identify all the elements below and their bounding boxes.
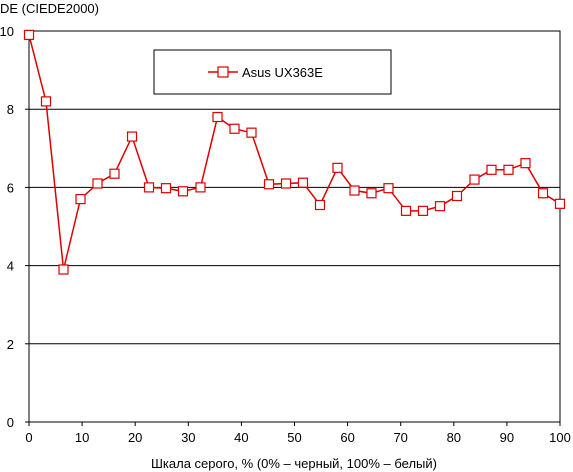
data-point-18 xyxy=(332,162,343,173)
y-axis-label: DE (CIEDE2000) xyxy=(0,1,99,16)
data-point-5 xyxy=(109,168,120,179)
data-point-27 xyxy=(486,164,497,175)
data-point-26 xyxy=(469,174,480,185)
data-point-9 xyxy=(177,186,189,197)
data-point-25 xyxy=(451,190,463,202)
data-point-22 xyxy=(400,205,412,216)
data-point-15 xyxy=(280,178,292,189)
x-tick-labels: 0 10 20 30 40 50 60 70 80 90 100 xyxy=(25,430,570,445)
data-point-16 xyxy=(297,177,309,188)
y-tick-label-10: 10 xyxy=(0,24,14,39)
data-point-0 xyxy=(23,29,35,41)
x-tick-label-0: 0 xyxy=(25,430,32,445)
x-axis-label: Шкала серого, % (0% – черный, 100% – бел… xyxy=(151,456,437,471)
x-tick-label-10: 10 xyxy=(75,430,89,445)
y-tick-label-8: 8 xyxy=(7,102,14,117)
x-tick-label-80: 80 xyxy=(447,430,461,445)
series-group xyxy=(23,29,566,275)
x-tick-label-70: 70 xyxy=(393,430,407,445)
x-tick-label-60: 60 xyxy=(340,430,354,445)
data-point-7 xyxy=(143,182,155,193)
data-point-13 xyxy=(246,127,257,138)
data-point-24 xyxy=(434,201,446,212)
data-point-10 xyxy=(195,182,206,193)
x-tick-label-40: 40 xyxy=(234,430,248,445)
x-tick-label-30: 30 xyxy=(181,430,195,445)
data-point-30 xyxy=(537,188,549,199)
x-tick-label-100: 100 xyxy=(549,430,571,445)
y-tick-label-0: 0 xyxy=(7,415,14,430)
data-point-11 xyxy=(212,111,223,123)
data-point-1 xyxy=(40,96,52,107)
data-point-3 xyxy=(75,194,86,205)
data-point-8 xyxy=(160,183,172,194)
y-tick-labels: 0 2 4 6 8 10 xyxy=(0,24,14,430)
x-tick-label-90: 90 xyxy=(500,430,514,445)
data-point-23 xyxy=(417,205,429,216)
legend-label: Asus UX363E xyxy=(242,65,323,80)
legend-box xyxy=(153,49,392,95)
data-point-4 xyxy=(92,178,103,189)
y-tick-label-2: 2 xyxy=(7,337,14,352)
legend: Asus UX363E xyxy=(153,49,392,95)
data-point-20 xyxy=(366,188,377,199)
data-point-21 xyxy=(383,183,394,194)
data-point-31 xyxy=(554,198,566,209)
data-point-29 xyxy=(520,158,531,169)
data-point-17 xyxy=(314,199,326,211)
gridlines xyxy=(29,108,560,345)
data-point-14 xyxy=(263,179,275,190)
x-tick-label-50: 50 xyxy=(287,430,301,445)
data-point-12 xyxy=(229,123,240,134)
y-tick-label-4: 4 xyxy=(7,259,14,274)
data-point-2 xyxy=(58,264,69,275)
x-tick-label-20: 20 xyxy=(128,430,142,445)
legend-marker xyxy=(217,66,229,78)
data-point-19 xyxy=(349,185,360,196)
data-point-28 xyxy=(503,164,514,175)
data-point-6 xyxy=(126,131,138,142)
y-tick-label-6: 6 xyxy=(7,180,14,195)
